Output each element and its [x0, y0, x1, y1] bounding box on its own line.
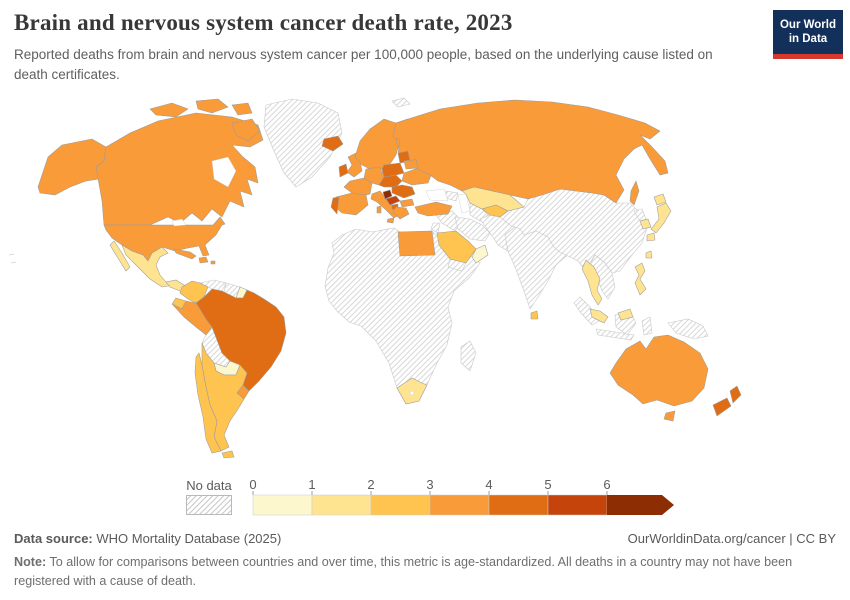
legend-band-5-6[interactable]	[547, 494, 608, 516]
legend-band-0-1[interactable]	[252, 494, 313, 516]
subtitle: Reported deaths from brain and nervous s…	[14, 47, 713, 82]
great-lakes	[171, 218, 187, 227]
country-thailand[interactable]	[581, 259, 603, 306]
country-norway-sweden[interactable]	[354, 118, 401, 172]
country-indonesia-sumatra[interactable]	[573, 296, 600, 326]
tick-5: 5	[544, 478, 551, 492]
country-uzbekistan[interactable]	[481, 204, 509, 218]
no-data-label: No data	[186, 478, 232, 493]
owid-logo[interactable]: Our World in Data	[773, 10, 843, 59]
country-south-korea[interactable]	[639, 218, 652, 230]
world-map	[0, 95, 850, 475]
country-iceland[interactable]	[321, 135, 344, 152]
color-scale: 0 1 2 3 4 5 6	[250, 478, 674, 516]
caspian-sea	[457, 193, 471, 214]
map-legend: No data 0 1 2 3 4 5 6	[0, 478, 850, 518]
tick-4: 4	[485, 478, 492, 492]
country-portugal[interactable]	[330, 196, 340, 215]
choropleth-svg	[8, 97, 742, 459]
data-source-label: Data source:	[14, 531, 93, 546]
country-canada-arctic-2[interactable]	[195, 98, 229, 114]
country-indonesia-sulawesi[interactable]	[641, 316, 653, 336]
legend-band-6-plus[interactable]	[607, 495, 674, 515]
country-russia-sakhalin[interactable]	[629, 180, 640, 206]
country-puerto-rico[interactable]	[210, 260, 216, 265]
tick-2: 2	[367, 478, 374, 492]
no-data-swatch[interactable]	[186, 495, 232, 515]
data-source-value: WHO Mortality Database (2025)	[92, 531, 282, 546]
tick-marks	[252, 491, 608, 495]
owid-logo-line1: Our World	[779, 18, 836, 31]
country-canada-arctic-1[interactable]	[149, 102, 189, 118]
country-brazil[interactable]	[195, 288, 287, 392]
pacific-islands	[8, 253, 17, 264]
attribution-link[interactable]: OurWorldinData.org/cancer | CC BY	[627, 531, 836, 546]
country-tierra-del-fuego[interactable]	[221, 450, 235, 459]
lesotho	[409, 390, 415, 396]
country-japan[interactable]	[646, 193, 672, 242]
country-tasmania[interactable]	[663, 410, 676, 422]
country-indonesia-java[interactable]	[595, 328, 635, 341]
country-poland[interactable]	[381, 162, 405, 178]
legend-band-2-3[interactable]	[370, 494, 431, 516]
note: Note: To allow for comparisons between c…	[14, 553, 826, 591]
owid-logo-line2: in Data	[788, 33, 828, 45]
country-north-korea[interactable]	[633, 208, 647, 222]
note-value: To allow for comparisons between countri…	[14, 555, 793, 588]
country-greece[interactable]	[392, 206, 410, 220]
country-australia[interactable]	[609, 334, 709, 407]
note-label: Note:	[14, 555, 47, 569]
country-russia[interactable]	[392, 99, 669, 204]
country-croatia[interactable]	[382, 189, 393, 200]
tick-1: 1	[308, 478, 315, 492]
country-mexico[interactable]	[109, 240, 177, 288]
hudson-bay	[211, 156, 237, 188]
country-canada-arctic-3[interactable]	[231, 102, 253, 116]
country-new-zealand[interactable]	[712, 385, 742, 417]
legend-band-4-5[interactable]	[488, 494, 549, 516]
country-iran[interactable]	[454, 216, 491, 242]
legend-band-1-2[interactable]	[311, 494, 372, 516]
tick-6: 6	[603, 478, 610, 492]
country-cuba[interactable]	[173, 248, 197, 260]
header: Brain and nervous system cancer death ra…	[14, 10, 764, 84]
country-bulgaria[interactable]	[399, 198, 415, 208]
page-title: Brain and nervous system cancer death ra…	[14, 10, 513, 35]
data-source: Data source: WHO Mortality Database (202…	[14, 531, 281, 546]
country-philippines[interactable]	[634, 262, 647, 296]
legend-band-3-4[interactable]	[429, 494, 490, 516]
country-sri-lanka[interactable]	[530, 310, 539, 320]
country-ireland[interactable]	[338, 163, 349, 178]
country-papua-new-guinea[interactable]	[667, 318, 709, 340]
country-turkey[interactable]	[414, 201, 453, 217]
country-chile[interactable]	[194, 352, 222, 454]
country-malaysia[interactable]	[589, 308, 634, 324]
country-taiwan[interactable]	[645, 250, 653, 259]
country-egypt[interactable]	[397, 230, 436, 257]
country-svalbard[interactable]	[391, 97, 411, 108]
black-sea	[425, 188, 449, 202]
country-canada-baffin[interactable]	[231, 118, 261, 142]
country-oman[interactable]	[471, 244, 489, 264]
tick-3: 3	[426, 478, 433, 492]
tick-0: 0	[250, 478, 257, 492]
source-line: Data source: WHO Mortality Database (202…	[14, 531, 836, 546]
country-madagascar[interactable]	[460, 340, 477, 372]
country-italy[interactable]	[370, 190, 400, 224]
country-greenland[interactable]	[263, 98, 343, 188]
country-hispaniola[interactable]	[198, 256, 209, 264]
region-caucasus[interactable]	[445, 190, 459, 202]
country-saudi-arabia[interactable]	[436, 230, 477, 264]
country-hungary-romania[interactable]	[391, 184, 416, 199]
